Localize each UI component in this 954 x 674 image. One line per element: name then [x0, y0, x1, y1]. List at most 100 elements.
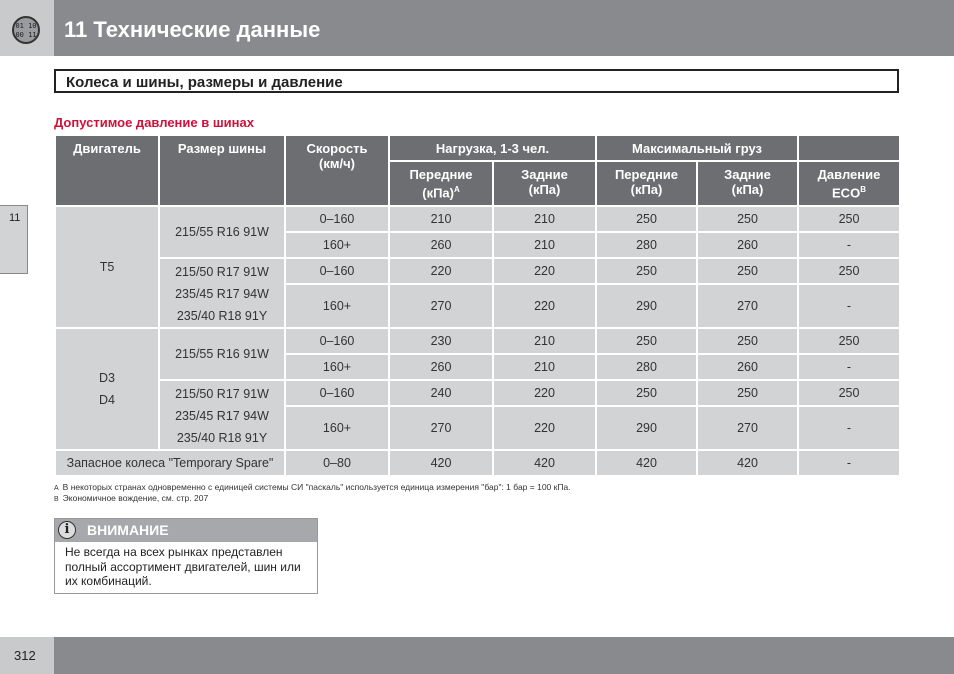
pressure-cell: 0–80: [284, 449, 390, 477]
pressure-cell: 260: [696, 231, 799, 259]
binary-badge-icon: 01 10 00 11: [12, 16, 40, 44]
header-eco: Давление ECOB: [797, 160, 901, 207]
header-max-load: Максимальный груз: [595, 134, 799, 162]
pressure-cell: 420: [696, 449, 799, 477]
header-load-1-3: Нагрузка, 1-3 чел.: [388, 134, 597, 162]
info-icon: i: [58, 521, 76, 539]
pressure-cell: -: [797, 353, 901, 381]
pressure-cell: 210: [492, 327, 597, 355]
pressure-cell: 220: [492, 257, 597, 285]
chapter-icon-area: 01 10 00 11: [0, 0, 54, 56]
pressure-cell: 290: [595, 283, 698, 329]
pressure-cell: -: [797, 231, 901, 259]
header-empty: [797, 134, 901, 162]
pressure-cell: 250: [797, 379, 901, 407]
pressure-cell: 250: [797, 205, 901, 233]
header-tire-size: Размер шины: [158, 134, 286, 207]
engine-cell: T5: [54, 205, 160, 329]
tire-size-cell: 215/50 R17 91W 235/45 R17 94W 235/40 R18 9…: [158, 379, 286, 451]
pressure-cell: 240: [388, 379, 494, 407]
pressure-cell: 250: [696, 257, 799, 285]
tire-size: 235/40 R18 91Y: [176, 309, 268, 323]
table-row: 215/50 R17 91W 235/45 R17 94W 235/40 R18 9…: [55, 379, 901, 451]
pressure-cell: -: [797, 449, 901, 477]
speed-cell: 160+: [284, 353, 390, 381]
header-engine: Двигатель: [54, 134, 160, 207]
page-number: 312: [0, 637, 54, 674]
spare-label-cell: Запасное колеса "Temporary Spare": [54, 449, 286, 477]
tire-size-cell: 215/55 R16 91W: [158, 327, 286, 381]
pressure-cell: 420: [595, 449, 698, 477]
table-row: 160+ 270 220 290 270-: [55, 405, 901, 451]
pressure-cell: 250: [595, 379, 698, 407]
tire-size-cell: 215/50 R17 91W 235/45 R17 94W 235/40 R18 9…: [158, 257, 286, 329]
chapter-side-tab[interactable]: 11: [0, 205, 28, 274]
speed-cell: 160+: [284, 283, 390, 329]
pressure-cell: 290: [595, 405, 698, 451]
pressure-cell: 250: [696, 205, 799, 233]
pressure-cell: 420: [492, 449, 597, 477]
speed-cell: 160+: [284, 405, 390, 451]
pressure-cell: 210: [492, 205, 597, 233]
pressure-cell: -: [797, 283, 901, 329]
table-row: 160+ 260 210 280 260-: [55, 353, 901, 381]
pressure-cell: 270: [696, 283, 799, 329]
header-rear-1: Задние (кПа): [492, 160, 597, 207]
title-bar: 11 Технические данные: [54, 0, 954, 56]
tire-size: 235/45 R17 94W: [175, 409, 269, 423]
pressure-cell: 250: [696, 327, 799, 355]
pressure-cell: 210: [492, 353, 597, 381]
footer-bar: [54, 637, 954, 674]
pressure-cell: 260: [388, 231, 494, 259]
pressure-cell: 250: [595, 257, 698, 285]
tire-size: 215/50 R17 91W: [175, 387, 269, 401]
speed-cell: 160+: [284, 231, 390, 259]
table-row: D3 D4 215/55 R16 91W 0–160 230 210 250 250 250: [54, 327, 901, 451]
pressure-cell: 260: [696, 353, 799, 381]
table-row: 215/50 R17 91W 235/45 R17 94W 235/40 R18 9…: [55, 257, 901, 329]
pressure-cell: 250: [797, 327, 901, 355]
pressure-cell: 210: [492, 231, 597, 259]
speed-cell: 0–160: [284, 327, 390, 355]
header-front-2: Передние (кПа): [595, 160, 698, 207]
tire-size-cell: 215/55 R16 91W: [158, 205, 286, 259]
pressure-cell: -: [797, 405, 901, 451]
pressure-cell: 420: [388, 449, 494, 477]
engine-cell: D3 D4: [54, 327, 160, 451]
chapter-title: 11 Технические данные: [64, 17, 321, 42]
pressure-cell: 210: [388, 205, 494, 233]
footnote-b: B Экономичное вождение, см. стр. 207: [54, 493, 209, 503]
pressure-cell: 220: [492, 283, 597, 329]
tire-size: 215/55 R16 91W: [175, 347, 269, 361]
note-text: Не всегда на всех рынках представлен пол…: [65, 545, 301, 588]
pressure-cell: 250: [797, 257, 901, 285]
pressure-cell: 270: [696, 405, 799, 451]
pressure-cell: 280: [595, 353, 698, 381]
speed-cell: 0–160: [284, 379, 390, 407]
pressure-cell: 220: [492, 405, 597, 451]
table-row: T5 215/55 R16 91W 0–160 210 210 250 250 250: [54, 205, 901, 329]
attention-note: i ВНИМАНИЕ Не всегда на всех рынках предс…: [54, 518, 318, 594]
header-front-1: Передние (кПа)A: [388, 160, 494, 207]
pressure-cell: 270: [388, 405, 494, 451]
tire-size: 235/45 R17 94W: [175, 287, 269, 301]
pressure-cell: 250: [595, 327, 698, 355]
pressure-cell: 280: [595, 231, 698, 259]
pressure-cell: 220: [388, 257, 494, 285]
pressure-cell: 250: [696, 379, 799, 407]
speed-cell: 0–160: [284, 257, 390, 285]
section-heading: Колеса и шины, размеры и давление: [54, 69, 899, 93]
table-row: 160+ 260 210 280 260-: [55, 231, 901, 259]
spare-row: Запасное колеса "Temporary Spare" 0–80 420…: [54, 449, 901, 477]
subsection-heading: Допустимое давление в шинах: [54, 115, 254, 130]
tire-pressure-table: Двигатель Размер шины Скорость (км/ч) На…: [54, 134, 901, 477]
pressure-cell: 250: [595, 205, 698, 233]
pressure-cell: 260: [388, 353, 494, 381]
tire-size: 235/40 R18 91Y: [176, 431, 268, 445]
pressure-cell: 230: [388, 327, 494, 355]
tire-size: 215/55 R16 91W: [175, 225, 269, 239]
pressure-cell: 220: [492, 379, 597, 407]
header-rear-2: Задние (кПа): [696, 160, 799, 207]
header-speed: Скорость (км/ч): [284, 134, 390, 207]
